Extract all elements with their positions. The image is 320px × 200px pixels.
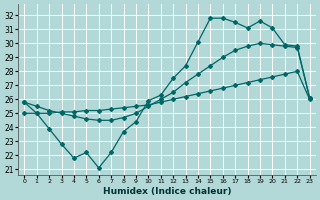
X-axis label: Humidex (Indice chaleur): Humidex (Indice chaleur)	[103, 187, 231, 196]
